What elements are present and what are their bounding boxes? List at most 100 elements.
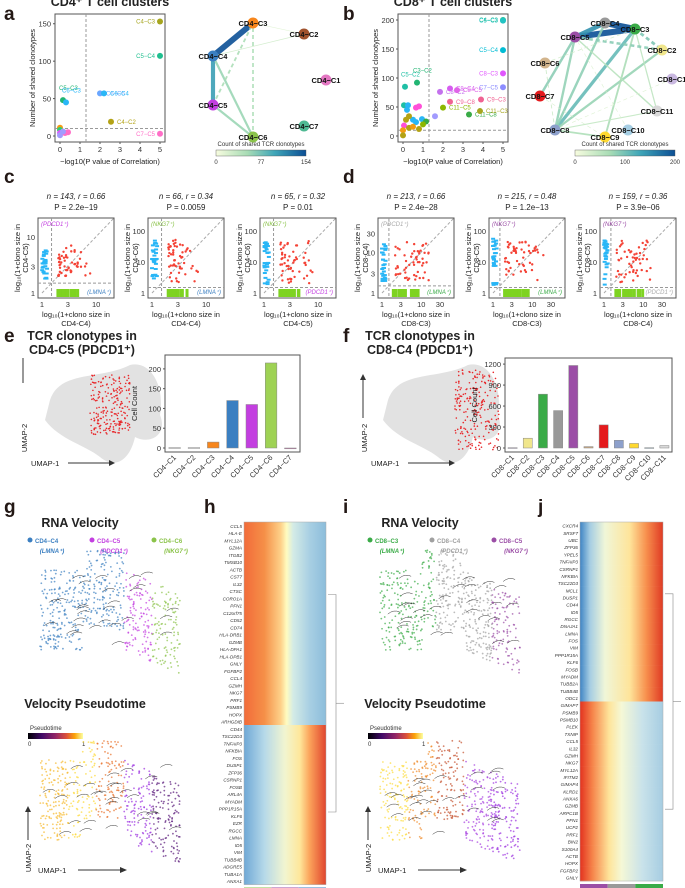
- cell-dot: [506, 836, 509, 839]
- cell-dot: [474, 604, 476, 607]
- cell-dot: [409, 647, 412, 650]
- cell-dot: [475, 832, 478, 835]
- clonotype-cell: [475, 388, 477, 390]
- cell-dot: [383, 616, 386, 618]
- gene-label: ANXA1: [226, 879, 243, 884]
- cell-dot: [163, 800, 165, 803]
- gene-label: SRSF7: [563, 531, 578, 536]
- cell-dot: [506, 605, 509, 608]
- cell-dot: [514, 790, 517, 793]
- data-point: [65, 129, 71, 136]
- clonotype-cell: [469, 396, 471, 398]
- gene-label: HOPX: [229, 712, 243, 717]
- cell-dot: [133, 807, 136, 810]
- cell-dot: [429, 595, 432, 597]
- clonotype-cell: [479, 414, 481, 417]
- clonotype-cell: [127, 422, 129, 425]
- clonotype-cell: [454, 429, 457, 432]
- cell-dot: [92, 800, 95, 803]
- cell-dot: [154, 592, 157, 595]
- velocity-streamline: [398, 574, 412, 579]
- shared-point: [634, 271, 638, 275]
- cell-dot: [431, 764, 434, 767]
- cell-dot: [453, 611, 456, 614]
- cell-dot: [444, 552, 447, 555]
- heatmap-row: [244, 594, 326, 603]
- cell-dot: [107, 757, 110, 760]
- cell-dot: [92, 755, 95, 758]
- cell-dot: [491, 647, 493, 650]
- cell-dot: [55, 827, 58, 830]
- gene-label: C12orf75: [223, 611, 242, 616]
- shared-point: [424, 242, 428, 245]
- cell-dot: [56, 821, 59, 824]
- shared-point: [393, 254, 397, 257]
- cell-dot: [77, 814, 80, 817]
- cell-dot: [504, 788, 507, 791]
- cell-dot: [507, 654, 509, 657]
- shared-point: [617, 258, 620, 262]
- clonotype-cell: [474, 369, 477, 372]
- clonotype-cell: [497, 410, 499, 412]
- shared-point: [636, 274, 639, 278]
- cell-dot: [131, 810, 133, 813]
- cell-dot: [483, 835, 486, 838]
- x-only-point: [166, 289, 170, 297]
- clonotype-cell: [471, 371, 474, 374]
- cell-dot: [176, 660, 179, 663]
- cell-dot: [504, 610, 506, 613]
- cell-dot: [102, 603, 105, 606]
- velocity-streamline: [415, 799, 429, 803]
- heatmap-row: [244, 790, 326, 798]
- cell-dot: [458, 603, 461, 606]
- clonotype-cell: [459, 395, 461, 398]
- shared-point: [285, 264, 288, 268]
- panel-d-scatter-3-frame: [599, 217, 677, 299]
- cell-dot: [502, 606, 505, 609]
- cell-dot: [439, 617, 442, 620]
- x-only-point: [503, 289, 507, 297]
- shared-point: [641, 241, 644, 245]
- cell-dot: [110, 625, 113, 628]
- umap-title-2: CD8-C4 (PDCD1⁺): [367, 343, 473, 357]
- cell-dot: [44, 792, 47, 795]
- cell-dot: [429, 801, 432, 804]
- cell-dot: [438, 806, 441, 809]
- velocity-streamline: [76, 604, 89, 609]
- cell-dot: [479, 843, 482, 846]
- cell-dot: [379, 592, 382, 594]
- clonotype-cell: [473, 387, 475, 389]
- cell-dot: [457, 815, 459, 818]
- cell-dot: [72, 824, 75, 827]
- heatmap-row: [580, 823, 663, 832]
- clonotype-cell: [473, 422, 476, 425]
- cell-dot: [517, 840, 519, 843]
- top-left-annotation: (PDCD1⁺): [41, 221, 69, 228]
- cell-dot: [98, 581, 100, 584]
- cell-dot: [62, 768, 65, 770]
- cell-dot: [459, 605, 462, 607]
- data-point: [420, 121, 426, 128]
- cell-dot: [136, 815, 139, 817]
- x-tick-label: 1: [421, 145, 425, 154]
- y-only-point: [153, 252, 158, 255]
- cell-dot: [101, 598, 104, 601]
- y-tick-label: 1: [141, 289, 145, 298]
- velocity-streamline: [419, 789, 433, 794]
- cell-dot: [72, 580, 75, 582]
- cell-dot: [40, 645, 43, 648]
- cell-dot: [172, 621, 175, 624]
- cell-dot: [406, 784, 408, 786]
- cell-dot: [422, 787, 424, 790]
- cell-dot: [55, 804, 57, 807]
- cell-dot: [486, 845, 489, 848]
- panel-d-scatter-1-frame: [377, 217, 455, 299]
- cell-dot: [167, 799, 170, 801]
- cell-dot: [450, 799, 452, 802]
- bar: [538, 393, 548, 449]
- cell-dot: [108, 622, 111, 625]
- cell-dot: [403, 795, 406, 798]
- x-axis-label: log₁₀(1+clono size in: [264, 310, 332, 319]
- cell-dot: [462, 792, 465, 795]
- top-left-annotation: (NKG7⁺): [151, 221, 175, 228]
